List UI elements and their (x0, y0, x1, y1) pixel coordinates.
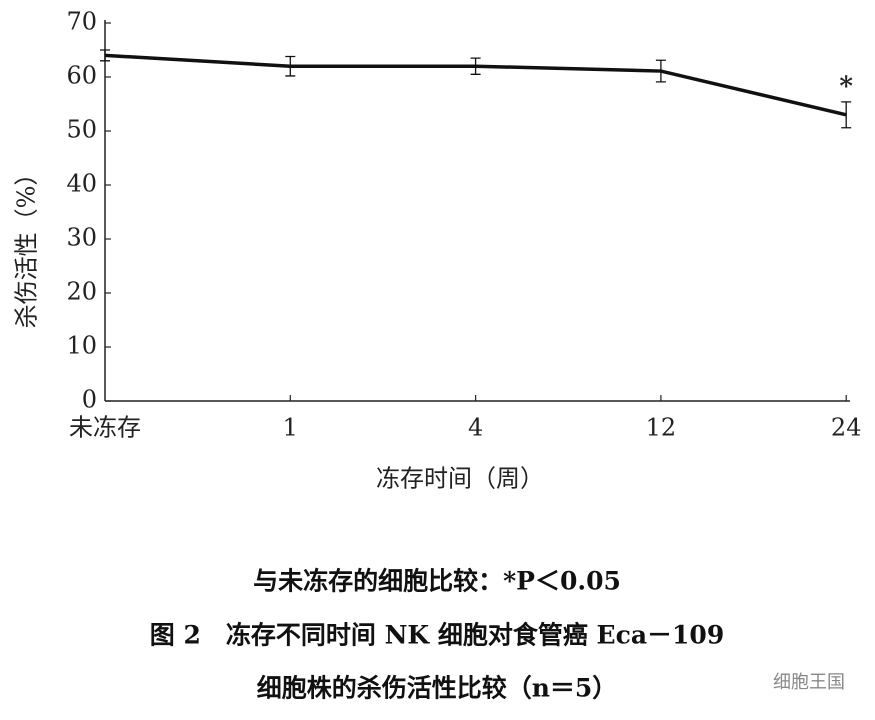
y-axis-label: 杀伤活性（%） (13, 162, 41, 329)
y-tick-label: 70 (66, 8, 97, 36)
x-tick-label: 1 (283, 414, 298, 442)
x-axis-label: 冻存时间（周） (376, 465, 544, 493)
y-tick-label: 60 (66, 62, 97, 90)
error-bar (285, 55, 296, 77)
caption-note: 与未冻存的细胞比较：*P＜0.05 (253, 567, 621, 596)
y-tick-label: 30 (66, 224, 97, 252)
error-bar (100, 49, 110, 62)
x-tick-label: 4 (468, 414, 483, 442)
significance-mark: * (839, 72, 853, 102)
x-tick-label: 未冻存 (69, 414, 141, 442)
y-tick-label: 0 (82, 386, 97, 414)
error-bar (841, 101, 852, 129)
y-tick-label: 50 (66, 116, 97, 144)
y-tick-label: 10 (66, 332, 97, 360)
y-tick-label: 20 (66, 278, 97, 306)
figure-title: 图 2 冻存不同时间 NK 细胞对食管癌 Eca－109 (150, 621, 724, 650)
error-bar (470, 57, 481, 75)
y-tick-label: 40 (66, 170, 97, 198)
figure-title: 细胞株的杀伤活性比较（n＝5） (257, 674, 618, 703)
x-tick-label: 12 (646, 414, 677, 442)
watermark: 细胞王国 (773, 672, 845, 693)
x-tick-label: 24 (831, 414, 862, 442)
error-bar (655, 59, 666, 83)
